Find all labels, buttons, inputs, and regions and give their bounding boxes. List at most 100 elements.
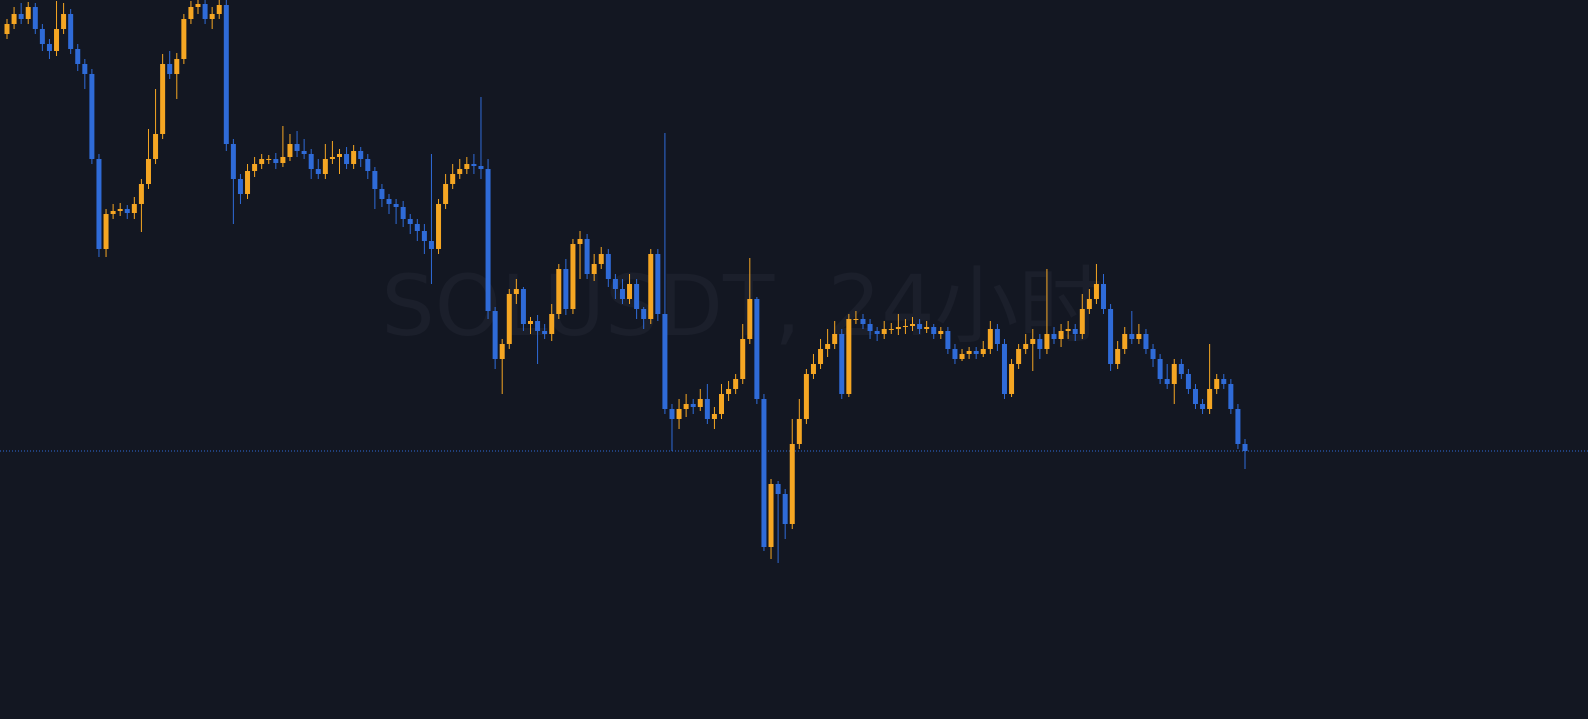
candle-body bbox=[641, 309, 647, 319]
candle-body bbox=[351, 151, 357, 164]
candle-body bbox=[329, 157, 335, 159]
candle-body bbox=[683, 404, 689, 409]
candle-body bbox=[485, 169, 491, 311]
candle-body bbox=[598, 254, 604, 264]
candle-body bbox=[655, 254, 661, 314]
candle-body bbox=[535, 321, 541, 331]
candle-body bbox=[754, 299, 760, 399]
candle-body bbox=[1157, 359, 1163, 379]
candle-body bbox=[1192, 389, 1198, 404]
candle-body bbox=[761, 399, 767, 547]
candle-body bbox=[867, 324, 873, 331]
candle-body bbox=[1001, 344, 1007, 394]
candle-body bbox=[301, 151, 307, 154]
candle-body bbox=[96, 159, 102, 249]
candle-body bbox=[987, 329, 993, 349]
candle-body bbox=[421, 231, 427, 241]
candle-body bbox=[853, 319, 859, 320]
candle-body bbox=[938, 331, 944, 334]
candle-body bbox=[174, 59, 180, 74]
candle-body bbox=[1079, 309, 1085, 334]
candle-body bbox=[89, 74, 95, 159]
candle-body bbox=[39, 29, 45, 44]
candle-body bbox=[839, 334, 845, 394]
candle-body bbox=[591, 264, 597, 274]
candle-body bbox=[570, 244, 576, 309]
candle-body bbox=[1228, 384, 1234, 409]
candle-body bbox=[1235, 409, 1241, 444]
candle-body bbox=[280, 157, 286, 163]
candle-body bbox=[506, 294, 512, 344]
candle-body bbox=[471, 164, 477, 166]
candle-body bbox=[287, 144, 293, 157]
candle-body bbox=[160, 64, 166, 134]
candle-body bbox=[464, 164, 470, 169]
candle-body bbox=[230, 144, 236, 179]
candle-body bbox=[577, 239, 583, 244]
candle-body bbox=[690, 404, 696, 407]
candle-body bbox=[75, 49, 81, 64]
candle-body bbox=[1178, 364, 1184, 374]
candle-body bbox=[1009, 364, 1015, 394]
candle-body bbox=[1214, 379, 1220, 389]
candle-body bbox=[450, 174, 456, 184]
candle-body bbox=[818, 349, 824, 364]
candle-body bbox=[195, 4, 201, 7]
candle-body bbox=[145, 159, 151, 184]
candle-body bbox=[1185, 374, 1191, 389]
candle-body bbox=[4, 24, 10, 34]
candle-body bbox=[478, 166, 484, 169]
candle-body bbox=[1023, 344, 1029, 349]
candle-body bbox=[924, 327, 930, 329]
candle-body bbox=[386, 199, 392, 204]
candle-body bbox=[32, 7, 38, 29]
candle-body bbox=[796, 419, 802, 444]
candle-body bbox=[188, 7, 194, 19]
candle-body bbox=[82, 64, 88, 74]
candle-body bbox=[973, 351, 979, 354]
candle-body bbox=[1030, 339, 1036, 344]
candle-body bbox=[237, 179, 243, 194]
candle-body bbox=[648, 254, 654, 319]
candle-body bbox=[1207, 389, 1213, 409]
candle-body bbox=[584, 239, 590, 274]
candle-body bbox=[393, 204, 399, 207]
candle-body bbox=[1150, 349, 1156, 359]
candle-body bbox=[719, 394, 725, 414]
candle-body bbox=[542, 331, 548, 334]
candle-body bbox=[994, 329, 1000, 344]
candle-body bbox=[1108, 309, 1114, 364]
candle-body bbox=[1037, 339, 1043, 349]
candle-body bbox=[697, 399, 703, 407]
candle-body bbox=[747, 299, 753, 339]
candle-body bbox=[1221, 379, 1227, 384]
candle-body bbox=[428, 241, 434, 249]
candle-body bbox=[436, 204, 442, 249]
candle-body bbox=[11, 14, 17, 24]
candle-body bbox=[259, 159, 265, 164]
candle-body bbox=[223, 5, 229, 144]
candle-body bbox=[153, 134, 159, 159]
candle-body bbox=[216, 5, 222, 14]
candle-body bbox=[315, 169, 321, 174]
candle-body bbox=[931, 327, 937, 334]
candle-body bbox=[372, 171, 378, 189]
candle-body bbox=[1101, 284, 1107, 309]
candle-body bbox=[1242, 444, 1248, 451]
candle-body bbox=[627, 284, 633, 299]
candle-body bbox=[110, 211, 116, 214]
candle-body bbox=[181, 19, 187, 59]
candle-body bbox=[131, 204, 137, 213]
candle-body bbox=[803, 374, 809, 419]
candle-body bbox=[1200, 404, 1206, 409]
candle-body bbox=[167, 64, 173, 74]
candle-body bbox=[379, 189, 385, 199]
candle-body bbox=[1093, 284, 1099, 299]
candle-body bbox=[768, 484, 774, 547]
candle-body bbox=[443, 184, 449, 204]
candle-body bbox=[945, 331, 951, 349]
candle-body bbox=[322, 159, 328, 174]
candle-body bbox=[1065, 329, 1071, 331]
candle-body bbox=[513, 289, 519, 294]
